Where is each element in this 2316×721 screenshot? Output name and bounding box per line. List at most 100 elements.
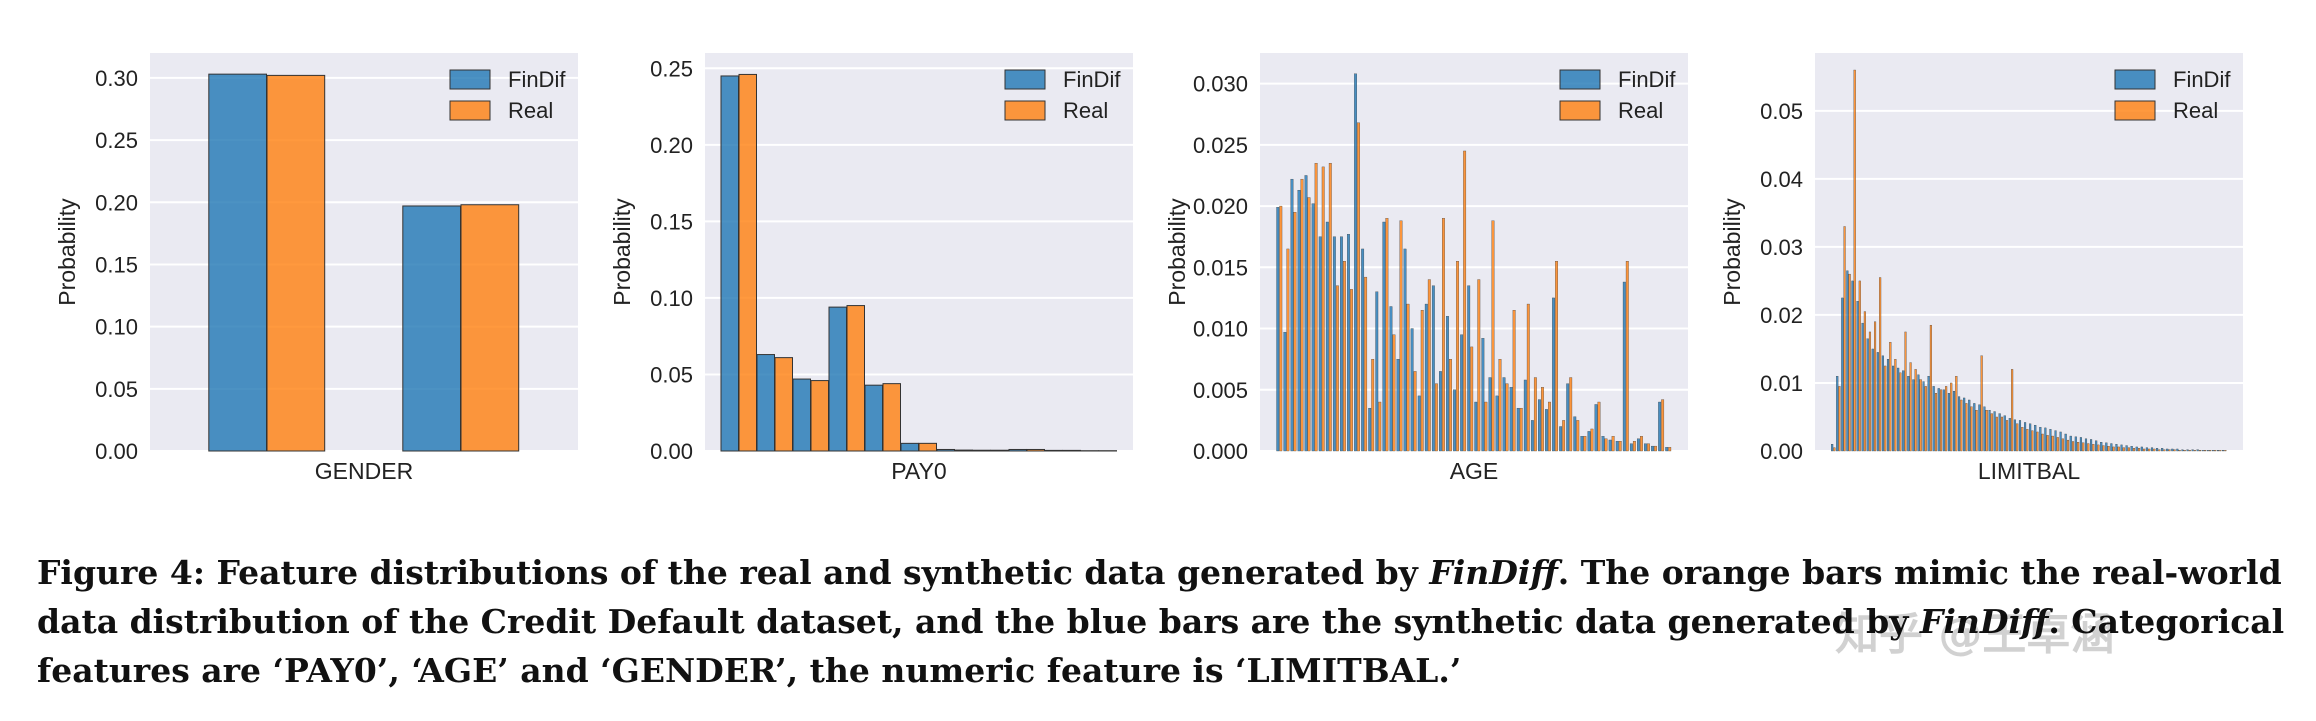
bar-findif [1375, 291, 1379, 452]
bar-findif [1958, 396, 1961, 452]
bar-real [2046, 435, 2049, 452]
legend-label-findif: FinDif [1618, 67, 1676, 92]
bar-findif [2044, 427, 2047, 452]
y-axis-label: Probability [609, 198, 635, 306]
y-tick-label: 0.030 [1193, 72, 1248, 97]
bar-findif [1424, 303, 1428, 452]
bar-real [918, 442, 937, 452]
bar-real [2117, 446, 2120, 452]
bar-real [810, 380, 829, 452]
bar-real [738, 73, 757, 452]
bar-findif [2140, 446, 2143, 452]
bar-real [2006, 420, 2009, 452]
y-tick-label: 0.10 [650, 286, 693, 311]
bar-real [2122, 447, 2125, 452]
bar-findif [2171, 448, 2174, 452]
bar-real [1909, 362, 1912, 452]
chart-gender: 0.00 0.05 0.10 0.15 0.20 0.25 0.30 GENDER Probab… [54, 53, 578, 484]
bar-real [2158, 449, 2161, 452]
bar-real [1960, 399, 1963, 452]
bar-findif [1932, 386, 1935, 452]
bar-findif [1937, 388, 1940, 452]
y-tick-label: 0.02 [1760, 303, 1803, 328]
figure-caption: Figure 4: Feature distributions of the r… [37, 548, 2287, 695]
bar-findif [1927, 376, 1930, 452]
bar-findif [1382, 221, 1386, 452]
caption-emph-2: FinDiff [1919, 602, 2049, 641]
bar-real [1321, 166, 1325, 452]
bar-findif [1968, 399, 1971, 452]
x-axis-label: LIMITBAL [1978, 458, 2080, 484]
y-tick-label: 0.025 [1193, 133, 1248, 158]
plot-area [1815, 53, 2243, 451]
bar-real [1940, 389, 1943, 452]
bar-findif [1573, 416, 1577, 452]
bar-findif [1665, 447, 1669, 452]
bar-findif [2211, 450, 2214, 452]
bar-real [2102, 445, 2105, 452]
bar-findif [1453, 389, 1456, 452]
bar-real [2198, 450, 2202, 452]
bar-findif [2079, 437, 2082, 452]
y-tick-label: 0.05 [650, 362, 693, 387]
bar-real [1357, 122, 1360, 452]
bar-real [1625, 261, 1629, 452]
bar-real [1995, 416, 1998, 452]
bar-findif [1488, 377, 1492, 452]
bar-findif [2105, 442, 2108, 452]
bar-real [1463, 150, 1467, 452]
legend-swatch-findif [1559, 69, 1601, 90]
bar-real [1945, 386, 1948, 452]
chart-limitbal: 0.00 0.01 0.02 0.03 0.04 0.05 LIMITBAL Probabil… [1719, 53, 2243, 484]
bar-real [1879, 277, 1882, 452]
bar-findif [2135, 446, 2138, 452]
bar-findif [1866, 338, 1869, 452]
y-axis-label: Probability [1164, 198, 1190, 306]
bar-findif [1846, 270, 1849, 452]
bar-findif [2064, 433, 2067, 452]
bar-findif [1347, 234, 1350, 452]
bar-findif [1658, 401, 1662, 452]
bar-findif [1304, 175, 1308, 452]
bar-real [1934, 393, 1938, 452]
bar-real [1980, 355, 1983, 452]
bar-real [1965, 403, 1968, 452]
figure-charts: 0.00 0.05 0.10 0.15 0.20 0.25 0.30 GENDER Probab… [54, 53, 2243, 484]
y-tick-label: 0.01 [1760, 371, 1803, 396]
bar-findif [2034, 424, 2037, 452]
bar-real [460, 204, 520, 452]
bar-findif [1410, 328, 1414, 452]
bar-real [1541, 387, 1544, 452]
bar-findif [1566, 383, 1570, 452]
bar-findif [2145, 447, 2148, 452]
bar-findif [720, 75, 739, 452]
bar-real [2168, 449, 2171, 452]
bar-real [1062, 449, 1081, 452]
bar-real [2193, 450, 2196, 452]
bar-real [2056, 437, 2059, 452]
bar-findif [1993, 411, 1996, 452]
bar-findif [1368, 407, 1372, 452]
legend-swatch-real [449, 100, 491, 121]
bar-real [1950, 382, 1953, 452]
bar-findif [2013, 419, 2016, 452]
bar-findif [864, 384, 883, 452]
bar-findif [1290, 178, 1294, 452]
bar-real [1975, 410, 1978, 452]
legend-swatch-findif [449, 69, 491, 90]
bar-real [1350, 289, 1353, 452]
y-tick-label: 0.00 [1760, 439, 1803, 464]
bar-findif [2161, 448, 2164, 452]
bar-findif [1417, 395, 1421, 452]
x-axis-label: GENDER [315, 458, 413, 484]
bar-real [1456, 261, 1459, 452]
bar-real [2072, 441, 2075, 452]
bar-findif [1396, 359, 1400, 452]
bar-findif [2054, 430, 2057, 452]
bar-findif [936, 448, 955, 452]
bar-real [1519, 407, 1523, 452]
bar-real [2016, 423, 2019, 452]
bar-real [1300, 178, 1304, 452]
bar-real [2082, 442, 2085, 452]
bar-real [2000, 416, 2004, 452]
